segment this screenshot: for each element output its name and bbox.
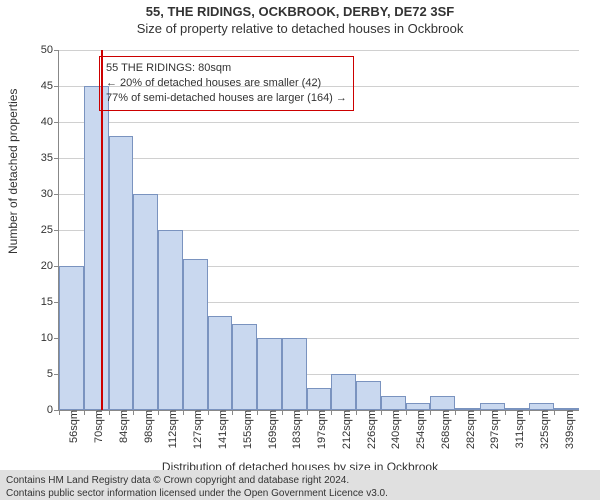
x-tick-label: 84sqm: [116, 410, 130, 443]
plot-area: 0510152025303540455056sqm70sqm84sqm98sqm…: [58, 50, 579, 411]
annotation-box: 55 THE RIDINGS: 80sqm ← 20% of detached …: [99, 56, 354, 111]
x-tick-label: 240sqm: [388, 410, 402, 449]
annotation-line-1: 55 THE RIDINGS: 80sqm: [106, 61, 347, 76]
histogram-bar: [133, 194, 158, 410]
x-tick-mark: [505, 410, 506, 415]
x-tick-mark: [430, 410, 431, 415]
x-tick-mark: [158, 410, 159, 415]
x-tick-mark: [455, 410, 456, 415]
x-tick-mark: [183, 410, 184, 415]
histogram-bar: [109, 136, 134, 410]
y-tick-label: 0: [47, 404, 59, 416]
x-tick-label: 112sqm: [165, 410, 179, 448]
annotation-line-3: 77% of semi-detached houses are larger (…: [106, 91, 347, 106]
x-tick-label: 155sqm: [240, 410, 254, 449]
y-tick-label: 15: [41, 296, 59, 308]
x-tick-mark: [257, 410, 258, 415]
histogram-bar: [59, 266, 84, 410]
x-tick-mark: [84, 410, 85, 415]
y-tick-label: 10: [41, 332, 59, 344]
x-tick-label: 197sqm: [314, 410, 328, 449]
x-tick-mark: [282, 410, 283, 415]
x-tick-label: 169sqm: [265, 410, 279, 449]
histogram-bar: [84, 86, 109, 410]
grid-line: [59, 158, 579, 159]
histogram-bar: [331, 374, 356, 410]
x-tick-mark: [232, 410, 233, 415]
footer-line-1: Contains HM Land Registry data © Crown c…: [6, 474, 594, 487]
x-tick-mark: [307, 410, 308, 415]
grid-line: [59, 122, 579, 123]
x-tick-mark: [480, 410, 481, 415]
histogram-bar: [183, 259, 208, 410]
x-tick-label: 268sqm: [438, 410, 452, 449]
x-tick-mark: [554, 410, 555, 415]
y-tick-label: 50: [41, 44, 59, 56]
y-tick-label: 35: [41, 152, 59, 164]
y-tick-label: 30: [41, 188, 59, 200]
x-tick-label: 183sqm: [289, 410, 303, 449]
x-tick-mark: [356, 410, 357, 415]
x-tick-label: 311sqm: [512, 410, 526, 448]
histogram-bar: [208, 316, 233, 410]
x-tick-label: 98sqm: [141, 410, 155, 443]
x-tick-mark: [208, 410, 209, 415]
y-tick-label: 5: [47, 368, 59, 380]
x-tick-label: 70sqm: [91, 410, 105, 443]
page-title: 55, THE RIDINGS, OCKBROOK, DERBY, DE72 3…: [0, 4, 600, 19]
x-tick-mark: [331, 410, 332, 415]
y-tick-label: 45: [41, 80, 59, 92]
y-tick-label: 40: [41, 116, 59, 128]
annotation-line-2: ← 20% of detached houses are smaller (42…: [106, 76, 347, 91]
y-tick-label: 20: [41, 260, 59, 272]
histogram-bar: [257, 338, 282, 410]
x-tick-label: 226sqm: [364, 410, 378, 449]
chart-container: 55, THE RIDINGS, OCKBROOK, DERBY, DE72 3…: [0, 4, 600, 500]
footer: Contains HM Land Registry data © Crown c…: [0, 470, 600, 500]
grid-line: [59, 50, 579, 51]
x-tick-label: 127sqm: [190, 410, 204, 449]
x-tick-label: 282sqm: [463, 410, 477, 449]
x-tick-label: 212sqm: [339, 410, 353, 449]
x-tick-label: 56sqm: [66, 410, 80, 443]
histogram-bar: [158, 230, 183, 410]
histogram-bar: [406, 403, 431, 410]
histogram-bar: [356, 381, 381, 410]
x-tick-label: 254sqm: [413, 410, 427, 449]
footer-line-2: Contains public sector information licen…: [6, 487, 594, 500]
x-tick-label: 325sqm: [537, 410, 551, 449]
page-subtitle: Size of property relative to detached ho…: [0, 21, 600, 36]
y-axis-label: Number of detached properties: [6, 89, 20, 254]
histogram-bar: [529, 403, 554, 410]
x-tick-mark: [529, 410, 530, 415]
histogram-bar: [381, 396, 406, 410]
histogram-bar: [232, 324, 257, 410]
x-tick-label: 141sqm: [215, 410, 229, 449]
y-tick-label: 25: [41, 224, 59, 236]
x-tick-label: 339sqm: [562, 410, 576, 449]
x-tick-mark: [133, 410, 134, 415]
histogram-bar: [430, 396, 455, 410]
histogram-bar: [282, 338, 307, 410]
histogram-bar: [307, 388, 332, 410]
x-tick-mark: [109, 410, 110, 415]
x-tick-label: 297sqm: [487, 410, 501, 449]
x-tick-mark: [59, 410, 60, 415]
histogram-bar: [480, 403, 505, 410]
x-tick-mark: [381, 410, 382, 415]
x-tick-mark: [406, 410, 407, 415]
